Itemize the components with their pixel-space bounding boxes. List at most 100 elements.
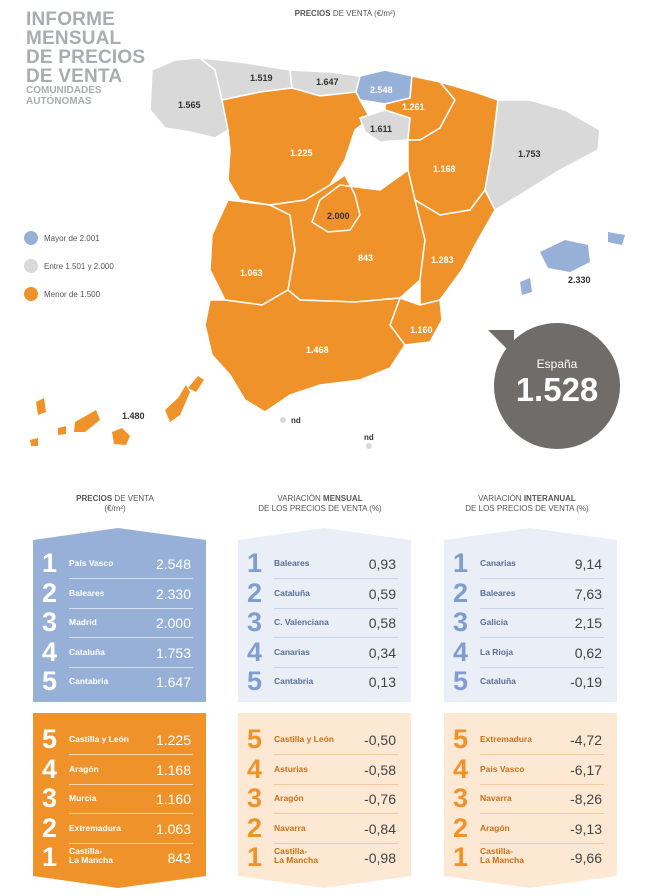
rank-number: 3 [247, 607, 263, 637]
col-title-prefix: VARIACIÓN [277, 494, 324, 503]
rank-region-name: Baleares [274, 558, 310, 568]
row-divider [274, 842, 398, 844]
subtitle-line: COMUNIDADES [26, 85, 102, 96]
ranking-row: 4 Asturias -0,58 [238, 754, 410, 785]
legend-label: Entre 1.501 y 2.000 [44, 261, 114, 271]
rank-region-name: Madrid [69, 617, 97, 627]
label-navarra: 1.261 [402, 102, 425, 112]
rank-value: 2.548 [155, 556, 191, 572]
spain-bubble [494, 323, 620, 449]
rank-value: 0,13 [368, 674, 396, 690]
ranking-row: 1 Castilla- La Mancha 843 [33, 842, 205, 873]
col-title-bold: PRECIOS [76, 494, 113, 503]
ranking-row: 4 Canarias 0,34 [238, 636, 410, 668]
region-cataluna [484, 99, 601, 212]
rank-value: 1.647 [155, 674, 191, 690]
ranking-row: 4 La Rioja 0,62 [444, 637, 616, 668]
col-title-line2: DE LOS PRECIOS DE VENTA (%) [258, 504, 382, 513]
col-title-line2: DE LOS PRECIOS DE VENTA (%) [465, 504, 589, 513]
rank-value: 0,34 [368, 644, 396, 661]
col-title-prefix: VARIACIÓN [478, 494, 524, 503]
rank-value: -0,58 [364, 761, 396, 778]
label-asturias: 1.519 [250, 73, 273, 83]
rank-region-name: C. Valenciana [274, 617, 329, 627]
legend-item: Menor de 1.500 [24, 280, 114, 308]
panel-yearly-bottom [444, 713, 617, 888]
rank-number: 4 [247, 636, 263, 667]
legend-swatch-grey [24, 259, 38, 273]
spain-value: 1.528 [515, 371, 599, 408]
ranking-row: 3 Murcia 1.160 [33, 783, 205, 814]
row-divider [480, 637, 604, 638]
rank-number: 1 [42, 548, 58, 578]
label-murcia: 1.160 [410, 325, 433, 335]
row-divider [274, 813, 398, 814]
rank-value: -0,98 [364, 850, 396, 866]
row-divider [69, 842, 193, 844]
title-line: MENSUAL [26, 28, 122, 49]
row-divider [480, 578, 604, 579]
rank-number: 2 [247, 812, 263, 843]
legend-item: Mayor de 2.001 [24, 224, 114, 252]
row-divider [69, 666, 193, 668]
panel-monthly-bottom [238, 713, 411, 888]
rank-region-name: País Vasco [69, 558, 114, 568]
label-valencia: 1.283 [431, 255, 454, 265]
column-title-prices: PRECIOS DE VENTA (€/m²) [20, 494, 210, 514]
row-divider [480, 783, 604, 785]
rank-value: -0,19 [570, 674, 602, 690]
row-divider [274, 666, 398, 668]
rank-value: 1.063 [155, 820, 191, 837]
rank-region-name: Baleares [480, 587, 516, 598]
rank-number: 3 [453, 607, 469, 637]
row-divider [69, 607, 193, 609]
map-title: PRECIOS DE VENTA (€/m²) [240, 9, 450, 18]
label-pais-vasco: 2.548 [370, 85, 393, 95]
rank-number: 2 [453, 812, 469, 843]
rank-value: 843 [167, 850, 191, 866]
rank-number: 1 [453, 842, 469, 872]
rank-number: 2 [42, 812, 58, 843]
row-divider [480, 813, 604, 814]
region-ceuta [280, 417, 286, 423]
row-divider [480, 842, 604, 844]
rank-number: 1 [453, 548, 469, 578]
legend-swatch-orange [24, 287, 38, 301]
rank-value: 0,58 [368, 615, 396, 631]
ranking-row: 1 Baleares 0,93 [238, 548, 410, 579]
row-divider [480, 666, 604, 668]
rank-region-name: Aragón [480, 822, 510, 833]
rank-region-name: Castilla y León [274, 734, 334, 744]
rank-region-name: Navarra [480, 793, 512, 803]
ranking-row: 3 C. Valenciana 0,58 [238, 607, 410, 638]
rank-value: 1.168 [155, 761, 191, 778]
rank-value: 9,14 [574, 556, 602, 572]
rank-value: 1.160 [155, 791, 191, 807]
rank-region-name: Murcia [69, 793, 97, 803]
title-line: DE PRECIOS [26, 47, 146, 68]
ranking-row: 4 Aragón 1.168 [33, 754, 205, 785]
rank-region-name: Cataluña [69, 646, 105, 657]
rank-number: 5 [42, 724, 58, 754]
report-title: INFORME MENSUAL DE PRECIOS DE VENTA [26, 10, 145, 86]
legend-label: Mayor de 2.001 [44, 233, 100, 243]
rank-value: 2.330 [155, 585, 191, 602]
region-canarias [30, 376, 204, 446]
rank-number: 1 [247, 548, 263, 578]
title-line: DE VENTA [26, 66, 123, 87]
rank-value: -0,84 [364, 820, 396, 837]
rank-number: 5 [453, 724, 469, 754]
column-title-yearly: VARIACIÓN INTERANUAL DE LOS PRECIOS DE V… [432, 494, 622, 514]
region-baleares [520, 232, 625, 295]
ranking-row: 5 Castilla y León -0,50 [238, 724, 410, 755]
ranking-row: 2 Cataluña 0,59 [238, 578, 410, 609]
rank-value: -9,13 [570, 820, 602, 837]
row-divider [69, 754, 193, 755]
label-canarias: 1.480 [122, 411, 145, 421]
label-galicia: 1.565 [178, 100, 201, 110]
rank-region-name: Canarias [274, 646, 310, 657]
ranking-row: 2 Extremadura 1.063 [33, 812, 205, 844]
rank-number: 4 [453, 753, 469, 784]
ranking-row: 1 Canarias 9,14 [444, 548, 616, 579]
